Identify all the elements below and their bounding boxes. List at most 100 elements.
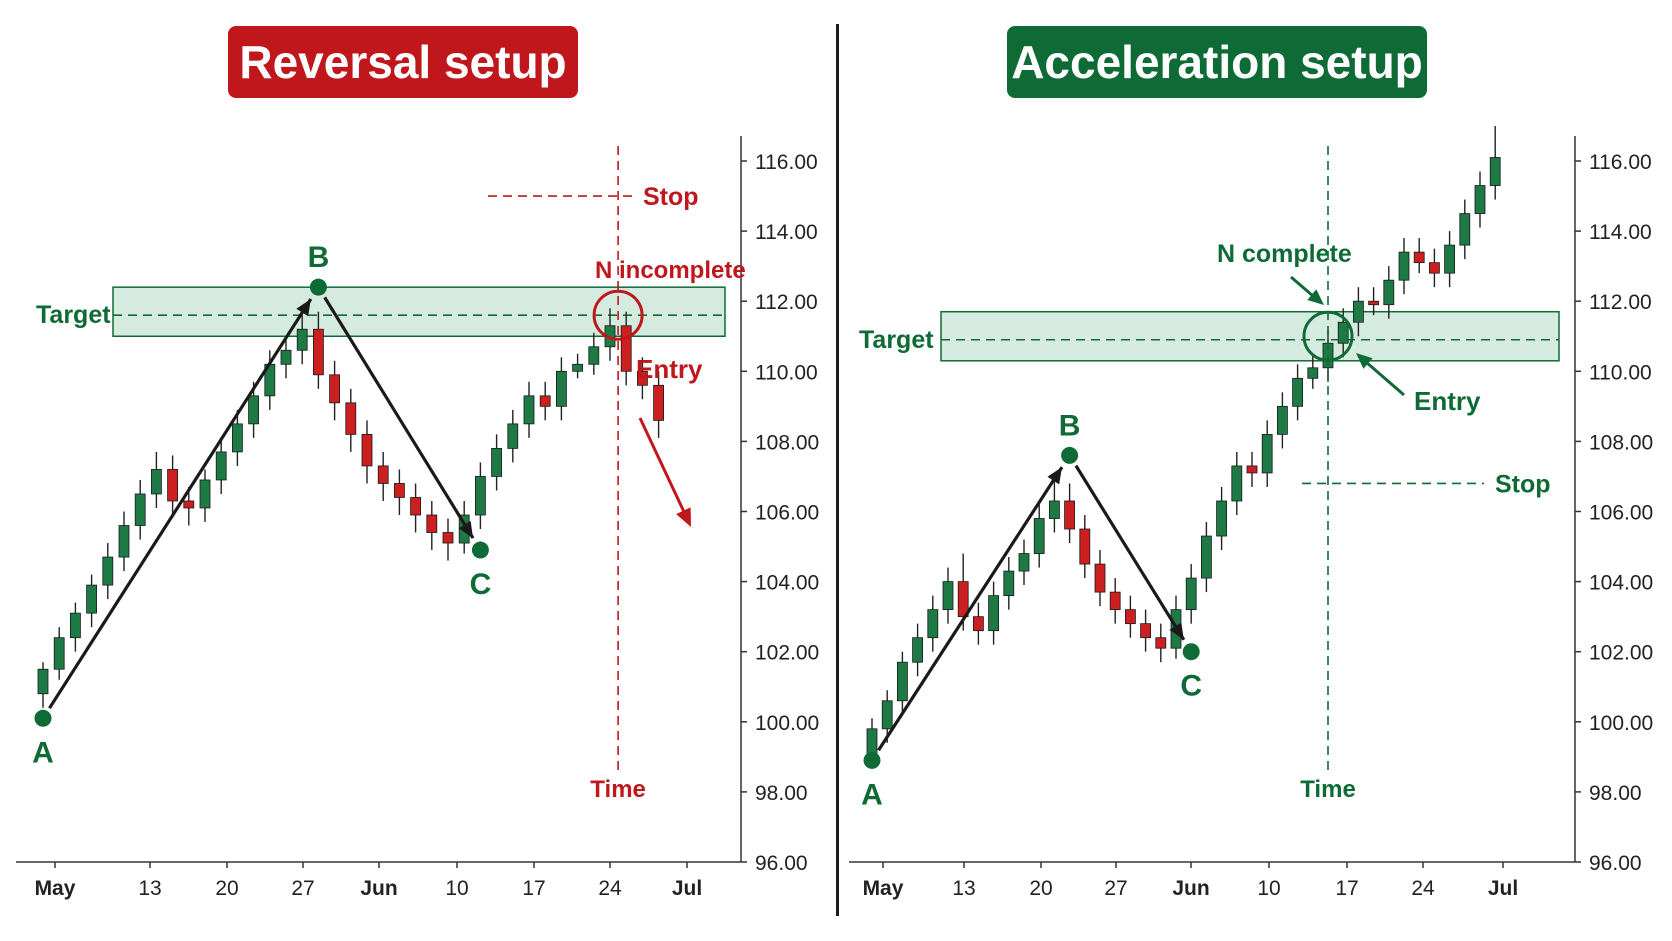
entry-circle xyxy=(592,289,644,341)
acceleration-chart: 96.00 98.00 100.00 102.00 104.00 106.00 108.00… xyxy=(849,125,1653,900)
entry-circle xyxy=(1302,310,1354,362)
candle-body xyxy=(1307,367,1319,379)
candle-body xyxy=(102,556,114,586)
point-a-label: A xyxy=(32,736,54,769)
candle-body xyxy=(134,493,146,526)
candle-body xyxy=(572,363,583,372)
candle-body xyxy=(1216,500,1228,537)
target-zone xyxy=(940,310,1560,362)
candle-body xyxy=(377,465,389,484)
acceleration-setup-title: Acceleration setup xyxy=(1007,26,1427,98)
candle-body xyxy=(927,609,939,639)
wave-arrow xyxy=(323,296,475,539)
candle-body xyxy=(942,581,954,611)
y-tick-label: 108.00 xyxy=(1589,431,1653,454)
candle-body xyxy=(912,637,923,663)
candle-body xyxy=(410,497,422,516)
wave-arrowhead xyxy=(458,520,474,539)
candle-body xyxy=(1292,377,1304,407)
stop-label: Stop xyxy=(643,183,699,211)
point-c-label: C xyxy=(470,568,492,601)
point-a-label: A xyxy=(861,778,883,811)
n-complete-arrowhead xyxy=(1307,289,1324,305)
wave-arrowhead xyxy=(1169,622,1184,640)
point-c-label: C xyxy=(1180,670,1202,703)
x-tick-label: 13 xyxy=(952,877,975,900)
x-tick-label: 20 xyxy=(1029,877,1052,900)
candle-body xyxy=(1276,405,1288,435)
entry-arrowhead xyxy=(1356,353,1373,369)
candle-body xyxy=(393,483,405,498)
wave-arrow xyxy=(1074,464,1186,641)
wave-arrow xyxy=(877,466,1064,752)
candle-body xyxy=(539,395,551,407)
candle-body xyxy=(620,325,632,372)
candle-body xyxy=(1094,563,1106,593)
reversal-chart: 96.00 98.00 100.00 102.00 104.00 106.00 108.00… xyxy=(16,136,819,900)
y-tick-label: 96.00 xyxy=(1589,852,1642,875)
candle-body xyxy=(637,370,648,386)
candle-body xyxy=(556,370,567,407)
point-c-marker xyxy=(471,541,489,559)
y-tick-label: 114.00 xyxy=(1589,221,1652,244)
candle-body xyxy=(345,402,357,435)
candle-body xyxy=(1003,570,1015,597)
x-tick-label: 27 xyxy=(1104,877,1127,900)
candle-body xyxy=(1353,300,1364,323)
y-tick-label: 98.00 xyxy=(1589,782,1642,805)
candle-body xyxy=(1444,244,1455,274)
reversal-setup-title: Reversal setup xyxy=(228,26,578,98)
candle-body xyxy=(1368,300,1379,306)
stop-label: Stop xyxy=(1495,470,1551,498)
entry-label: Entry xyxy=(636,354,703,384)
candle-body xyxy=(491,448,503,477)
candle-body xyxy=(1383,279,1395,306)
point-a-marker xyxy=(863,751,881,769)
candle-body xyxy=(1246,465,1258,474)
x-tick-label: 24 xyxy=(1411,877,1435,900)
candle-body xyxy=(248,395,260,425)
wave-arrowhead xyxy=(296,298,311,317)
candle-body xyxy=(426,514,438,533)
y-tick-label: 104.00 xyxy=(755,572,819,595)
x-tick-label: 10 xyxy=(1257,877,1280,900)
candle-body xyxy=(881,700,893,730)
point-a-marker xyxy=(34,709,52,727)
point-b-label: B xyxy=(1059,409,1081,442)
y-tick-label: 100.00 xyxy=(755,712,819,735)
candle-body xyxy=(167,469,179,502)
y-tick-label: 102.00 xyxy=(755,642,819,665)
target-label: Target xyxy=(36,301,111,329)
point-b-label: B xyxy=(308,241,330,274)
n-complete-arrow xyxy=(1290,275,1314,298)
candle-body xyxy=(1109,591,1121,611)
point-c-marker xyxy=(1182,643,1200,661)
y-tick-label: 104.00 xyxy=(1589,572,1653,595)
target-zone xyxy=(112,286,726,337)
candle-body xyxy=(1200,535,1212,579)
candle-body xyxy=(1474,185,1486,214)
candle-body xyxy=(957,581,969,618)
x-tick-label: 24 xyxy=(598,877,622,900)
y-tick-label: 106.00 xyxy=(755,502,819,525)
candle-body xyxy=(1185,577,1197,611)
wave-arrowhead xyxy=(1047,467,1062,485)
y-tick-label: 108.00 xyxy=(755,431,819,454)
candle-body xyxy=(86,584,97,614)
candle-body xyxy=(53,637,65,670)
candle-body xyxy=(329,374,341,404)
n-incomplete-label: N incomplete xyxy=(595,257,746,284)
candle-body xyxy=(442,532,454,544)
y-tick-label: 112.00 xyxy=(1589,291,1652,314)
candle-body xyxy=(1429,262,1440,274)
candle-body xyxy=(1124,609,1136,625)
x-tick-label: Jun xyxy=(360,877,397,900)
candle-body xyxy=(866,728,878,754)
target-label: Target xyxy=(859,326,934,354)
candle-body xyxy=(1018,553,1030,572)
candle-body xyxy=(1048,500,1060,519)
x-tick-label: 17 xyxy=(1335,877,1358,900)
entry-arrow xyxy=(1365,360,1405,397)
candle-body xyxy=(1155,637,1167,649)
